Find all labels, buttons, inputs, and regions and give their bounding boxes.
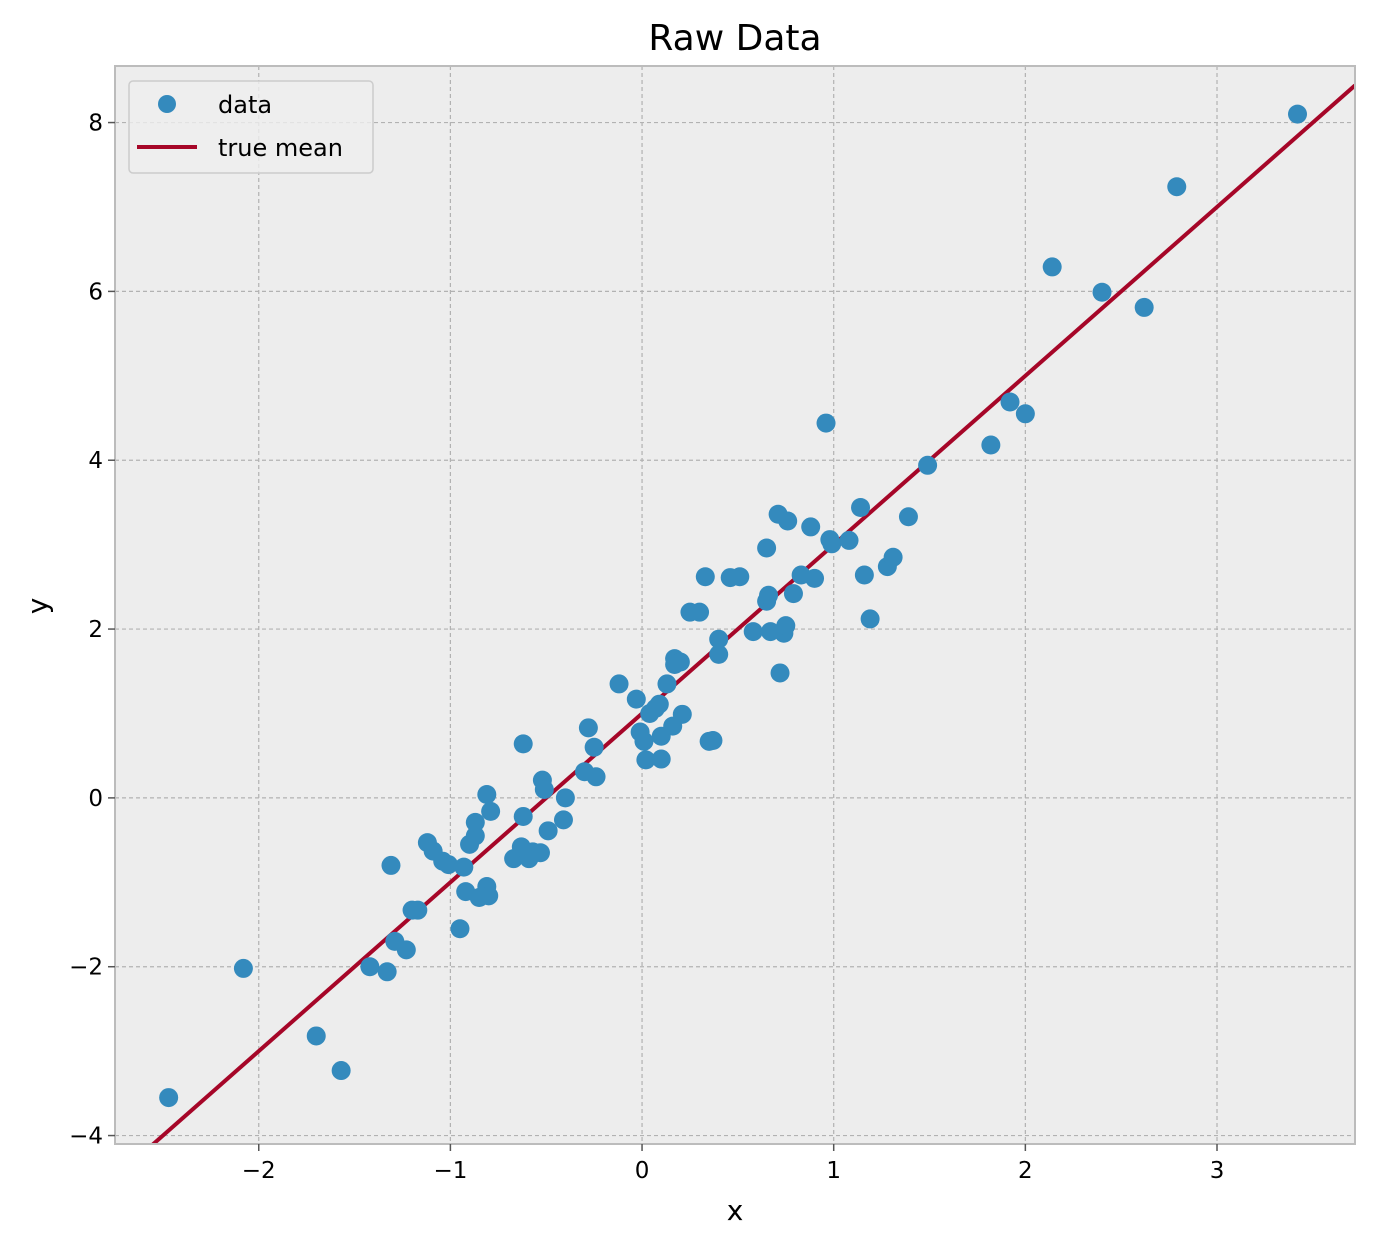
data-point xyxy=(670,652,690,672)
data-point xyxy=(770,663,790,683)
data-point xyxy=(481,801,501,821)
x-tick-label: −2 xyxy=(242,1158,276,1184)
mean-line-layer xyxy=(150,83,1355,1144)
data-point xyxy=(759,585,779,605)
data-point xyxy=(672,704,692,724)
x-tick-label: −1 xyxy=(433,1158,467,1184)
data-point xyxy=(636,750,656,770)
data-point xyxy=(1015,404,1035,424)
x-axis-ticks: −2 −1 0 1 2 3 xyxy=(242,1144,1225,1184)
data-point xyxy=(584,737,604,757)
data-point xyxy=(538,821,558,841)
data-point xyxy=(783,584,803,604)
data-point xyxy=(709,644,729,664)
data-point xyxy=(479,886,499,906)
x-tick-label: 0 xyxy=(635,1158,650,1184)
data-point xyxy=(778,511,798,531)
data-point xyxy=(159,1088,179,1108)
data-point xyxy=(839,530,859,550)
data-point xyxy=(465,826,485,846)
data-point xyxy=(408,900,428,920)
data-point xyxy=(981,435,1001,455)
data-point xyxy=(465,812,485,832)
data-point xyxy=(1092,282,1112,302)
data-point xyxy=(690,602,710,622)
legend: data true mean xyxy=(128,80,374,174)
chart-title: Raw Data xyxy=(648,18,821,59)
data-point xyxy=(381,855,401,875)
data-point xyxy=(883,547,903,567)
data-point xyxy=(586,767,606,787)
data-point xyxy=(553,810,573,830)
data-point xyxy=(360,957,380,977)
data-point xyxy=(695,567,715,587)
legend-label-data: data xyxy=(218,91,272,119)
x-tick-label: 2 xyxy=(1018,1158,1033,1184)
data-point xyxy=(822,534,842,554)
data-point xyxy=(801,517,821,537)
y-tick-label: −2 xyxy=(69,955,103,981)
data-point xyxy=(657,674,677,694)
legend-marker-data xyxy=(158,95,176,113)
data-point xyxy=(860,609,880,629)
data-point xyxy=(1288,104,1308,124)
data-point xyxy=(776,616,796,636)
data-point xyxy=(331,1061,351,1081)
data-point xyxy=(816,413,836,433)
x-axis-label: x xyxy=(727,1194,744,1227)
data-point xyxy=(634,731,654,751)
data-point xyxy=(1134,297,1154,317)
data-point xyxy=(306,1026,326,1046)
data-point xyxy=(743,622,763,642)
x-tick-label: 3 xyxy=(1210,1158,1225,1184)
data-point xyxy=(534,779,554,799)
true-mean-line xyxy=(150,83,1355,1144)
y-tick-label: 4 xyxy=(88,448,103,474)
data-point xyxy=(851,497,871,517)
data-point xyxy=(898,507,918,527)
data-point xyxy=(555,788,575,808)
data-point xyxy=(1042,257,1062,277)
y-tick-label: 2 xyxy=(88,617,103,643)
data-point xyxy=(513,734,533,754)
y-tick-label: −4 xyxy=(69,1124,103,1150)
x-tick-label: 1 xyxy=(826,1158,841,1184)
y-axis-label: y xyxy=(21,598,54,615)
scatter-points xyxy=(159,104,1308,1108)
data-point xyxy=(377,962,397,982)
plot-frame xyxy=(114,65,1356,1145)
data-point xyxy=(233,958,253,978)
data-point xyxy=(578,718,598,738)
data-point xyxy=(854,565,874,585)
data-point xyxy=(757,538,777,558)
data-point xyxy=(513,806,533,826)
data-point xyxy=(454,857,474,877)
data-point xyxy=(450,919,470,939)
data-point xyxy=(1167,177,1187,197)
plot-background xyxy=(115,66,1355,1144)
data-point xyxy=(396,940,416,960)
data-point xyxy=(626,689,646,709)
data-point xyxy=(649,694,669,714)
y-axis-ticks: −4 −2 0 2 4 6 8 xyxy=(69,111,115,1150)
data-point xyxy=(703,730,723,750)
grid xyxy=(115,66,1355,1144)
data-point xyxy=(1000,392,1020,412)
data-point xyxy=(530,843,550,863)
y-tick-label: 8 xyxy=(88,111,103,137)
data-point xyxy=(477,785,497,805)
y-tick-label: 6 xyxy=(88,279,103,305)
legend-label-true-mean: true mean xyxy=(218,134,343,162)
data-point xyxy=(730,567,750,587)
y-tick-label: 0 xyxy=(88,786,103,812)
data-point xyxy=(709,629,729,649)
data-point xyxy=(438,855,458,875)
data-point xyxy=(918,455,938,475)
legend-box xyxy=(128,80,374,174)
data-point xyxy=(805,568,825,588)
data-point xyxy=(609,674,629,694)
data-point xyxy=(651,749,671,769)
